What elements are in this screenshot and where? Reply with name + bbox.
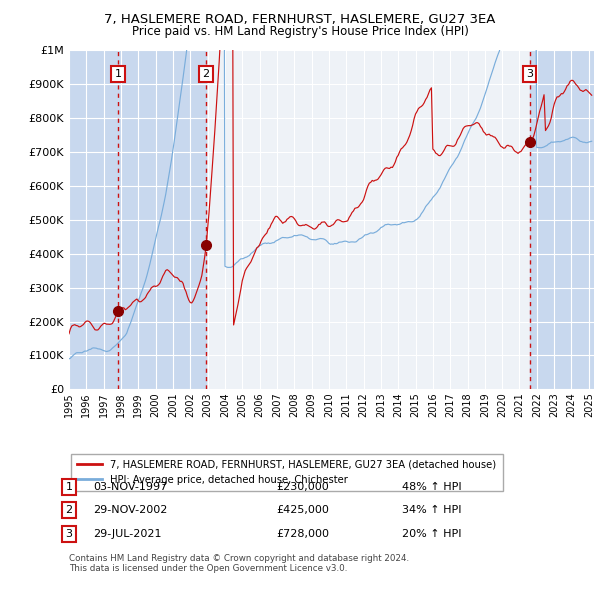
Text: £728,000: £728,000 (276, 529, 329, 539)
Text: Price paid vs. HM Land Registry's House Price Index (HPI): Price paid vs. HM Land Registry's House … (131, 25, 469, 38)
Text: £230,000: £230,000 (276, 482, 329, 491)
Text: 7, HASLEMERE ROAD, FERNHURST, HASLEMERE, GU27 3EA: 7, HASLEMERE ROAD, FERNHURST, HASLEMERE,… (104, 13, 496, 26)
Text: 1: 1 (115, 69, 122, 79)
Text: 29-NOV-2002: 29-NOV-2002 (93, 506, 167, 515)
Bar (69, 50, 118, 389)
Text: 29-JUL-2021: 29-JUL-2021 (93, 529, 161, 539)
Text: Contains HM Land Registry data © Crown copyright and database right 2024.
This d: Contains HM Land Registry data © Crown c… (69, 554, 409, 573)
Text: 48% ↑ HPI: 48% ↑ HPI (402, 482, 461, 491)
Text: 20% ↑ HPI: 20% ↑ HPI (402, 529, 461, 539)
Text: 34% ↑ HPI: 34% ↑ HPI (402, 506, 461, 515)
Bar (118, 50, 206, 389)
Text: 3: 3 (65, 529, 73, 539)
Text: 03-NOV-1997: 03-NOV-1997 (93, 482, 167, 491)
Text: 1: 1 (65, 482, 73, 491)
Text: 2: 2 (65, 506, 73, 515)
Legend: 7, HASLEMERE ROAD, FERNHURST, HASLEMERE, GU27 3EA (detached house), HPI: Average: 7, HASLEMERE ROAD, FERNHURST, HASLEMERE,… (71, 454, 503, 491)
Text: 2: 2 (202, 69, 209, 79)
Bar (530, 50, 594, 389)
Text: 3: 3 (526, 69, 533, 79)
Text: £425,000: £425,000 (276, 506, 329, 515)
